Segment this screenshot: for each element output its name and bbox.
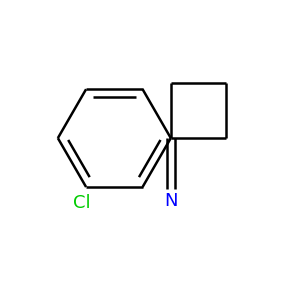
Text: N: N <box>164 192 178 210</box>
Text: Cl: Cl <box>73 194 91 212</box>
